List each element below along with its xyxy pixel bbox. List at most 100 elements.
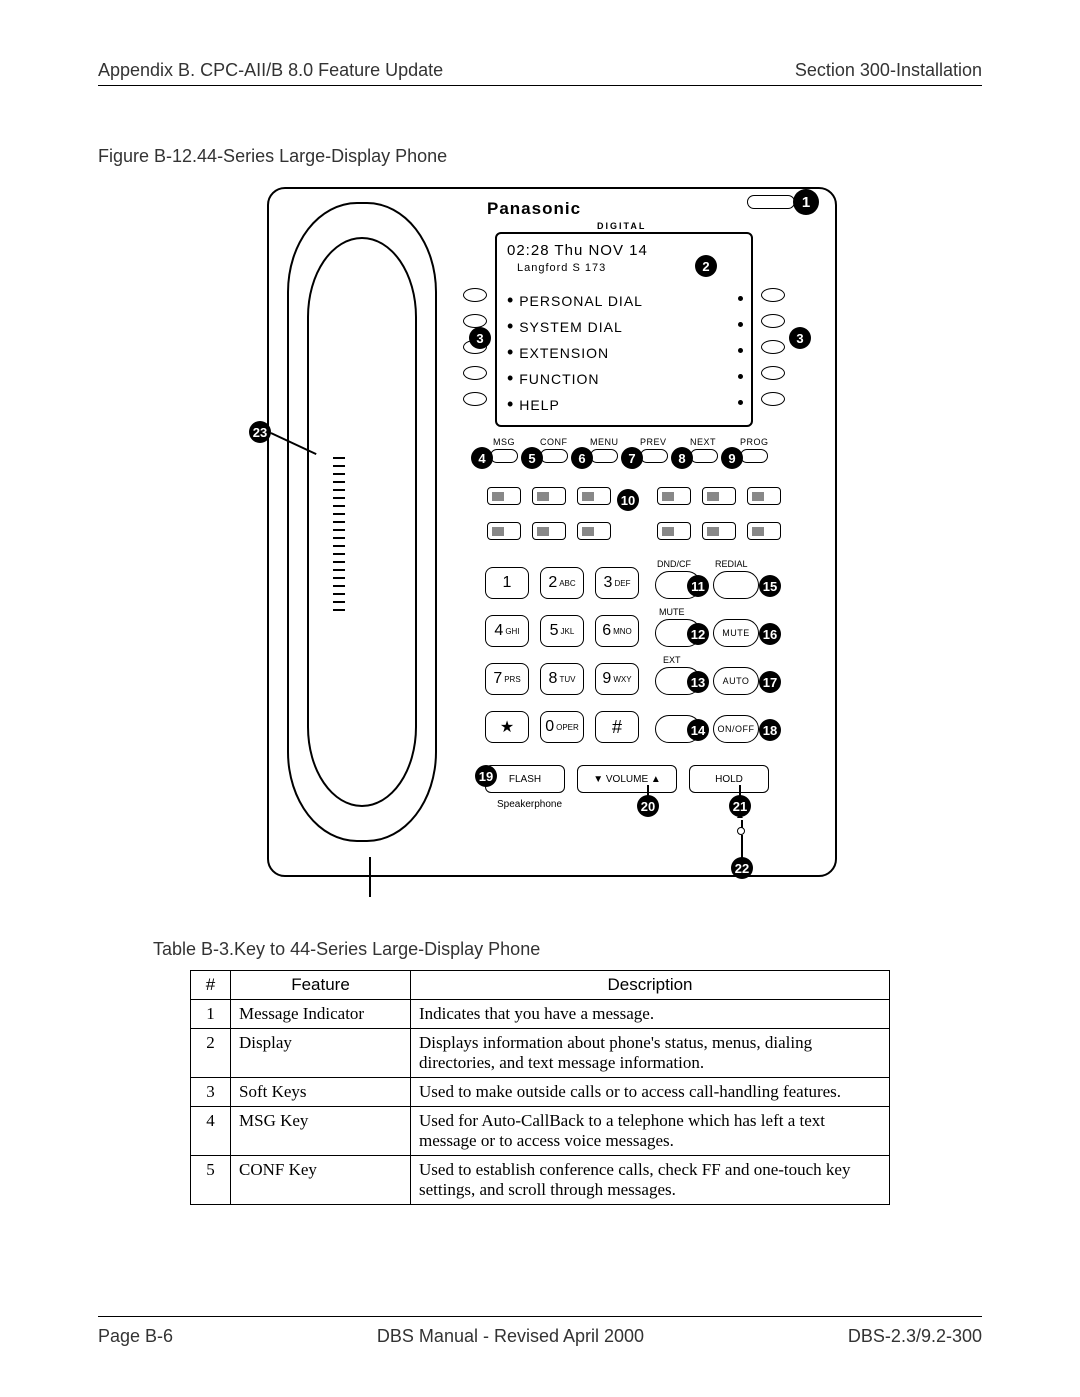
- callout-16: 16: [759, 623, 781, 645]
- ff-key: [487, 522, 521, 540]
- menu-3: • FUNCTION: [507, 368, 741, 389]
- ff-key: [487, 487, 521, 505]
- key-4: 4GHI: [485, 615, 529, 647]
- menu-2: • EXTENSION: [507, 342, 741, 363]
- softkey-right: [761, 340, 785, 354]
- leader-21: [739, 785, 741, 797]
- soft-dot: [738, 348, 743, 353]
- callout-4: 4: [471, 447, 493, 469]
- callout-6: 6: [571, 447, 593, 469]
- ff-key: [532, 487, 566, 505]
- fn-key: [490, 449, 518, 463]
- softkey-left: [463, 392, 487, 406]
- softkey-right: [761, 392, 785, 406]
- ff-key: [747, 522, 781, 540]
- key-0: 0OPER: [540, 711, 584, 743]
- fn-key: [640, 449, 668, 463]
- table-title: Table B-3.Key to 44-Series Large-Display…: [153, 939, 982, 960]
- table-row: 3 Soft Keys Used to make outside calls o…: [191, 1078, 890, 1107]
- phone-diagram: Panasonic DIGITAL 02:28 Thu NOV 14 Langf…: [237, 177, 843, 899]
- ff-key: [702, 487, 736, 505]
- key-1: 1: [485, 567, 529, 599]
- callout-1: 1: [793, 189, 819, 215]
- fn-label-conf: CONF: [540, 437, 568, 447]
- fn-label-menu: MENU: [590, 437, 619, 447]
- mic-icon: [737, 827, 745, 835]
- leader-22: [741, 835, 743, 859]
- header-rule: [98, 85, 982, 86]
- softkey-right: [761, 366, 785, 380]
- header-left: Appendix B. CPC-AII/B 8.0 Feature Update: [98, 60, 443, 81]
- message-led: [747, 195, 795, 209]
- callout-11: 11: [687, 575, 709, 597]
- page-header: Appendix B. CPC-AII/B 8.0 Feature Update…: [98, 60, 982, 81]
- callout-19: 19: [475, 765, 497, 787]
- label-dndcf: DND/CF: [657, 559, 691, 569]
- key-star: ★: [485, 711, 529, 743]
- key-3: 3DEF: [595, 567, 639, 599]
- table-row: 4 MSG Key Used for Auto-CallBack to a te…: [191, 1107, 890, 1156]
- callout-17: 17: [759, 671, 781, 693]
- callout-14: 14: [687, 719, 709, 741]
- ff-key: [657, 487, 691, 505]
- key-9: 9WXY: [595, 663, 639, 695]
- key-volume: ▼ VOLUME ▲: [577, 765, 677, 793]
- menu-4: • HELP: [507, 394, 741, 415]
- fn-key: [740, 449, 768, 463]
- fn-key: [590, 449, 618, 463]
- soft-dot: [738, 400, 743, 405]
- softkey-right: [761, 314, 785, 328]
- callout-15: 15: [759, 575, 781, 597]
- ff-key: [532, 522, 566, 540]
- softkey-left: [463, 366, 487, 380]
- fn-key: [690, 449, 718, 463]
- ff-key: [577, 522, 611, 540]
- footer-left: Page B-6: [98, 1326, 173, 1347]
- menu-0: • PERSONAL DIAL: [507, 290, 741, 311]
- callout-8: 8: [671, 447, 693, 469]
- soft-dot: [738, 296, 743, 301]
- callout-7: 7: [621, 447, 643, 469]
- page-footer: Page B-6 DBS Manual - Revised April 2000…: [98, 1326, 982, 1347]
- callout-2: 2: [695, 255, 717, 277]
- col-description: Description: [411, 971, 890, 1000]
- ff-key: [657, 522, 691, 540]
- fn-key: [540, 449, 568, 463]
- key-5: 5JKL: [540, 615, 584, 647]
- ff-key: [702, 522, 736, 540]
- col-num: #: [191, 971, 231, 1000]
- label-redial: REDIAL: [715, 559, 748, 569]
- fn-label-prog: PROG: [740, 437, 769, 447]
- callout-23: 23: [249, 421, 271, 443]
- key-flash: FLASH: [485, 765, 565, 793]
- key-auto: AUTO: [713, 667, 759, 695]
- key-2: 2ABC: [540, 567, 584, 599]
- callout-3r: 3: [789, 327, 811, 349]
- softkey-left: [463, 314, 487, 328]
- callout-21: 21: [729, 795, 751, 817]
- callout-5: 5: [521, 447, 543, 469]
- fn-label-prev: PREV: [640, 437, 667, 447]
- table-row: 1 Message Indicator Indicates that you h…: [191, 1000, 890, 1029]
- ff-key: [747, 487, 781, 505]
- softkey-left: [463, 288, 487, 302]
- label-mute-t: MUTE: [659, 607, 685, 617]
- key-6: 6MNO: [595, 615, 639, 647]
- header-right: Section 300-Installation: [795, 60, 982, 81]
- handset-inner: [307, 237, 417, 807]
- key-table: # Feature Description 1 Message Indicato…: [190, 970, 890, 1205]
- figure-title: Figure B-12.44-Series Large-Display Phon…: [98, 146, 982, 167]
- menu-1: • SYSTEM DIAL: [507, 316, 741, 337]
- softkey-right: [761, 288, 785, 302]
- soft-dot: [738, 322, 743, 327]
- table-row: 5 CONF Key Used to establish conference …: [191, 1156, 890, 1205]
- key-pound: #: [595, 711, 639, 743]
- callout-12: 12: [687, 623, 709, 645]
- key-redial: [713, 571, 759, 599]
- callout-9: 9: [721, 447, 743, 469]
- fn-label-msg: MSG: [493, 437, 515, 447]
- key-mute2: MUTE: [713, 619, 759, 647]
- key-hold: HOLD: [689, 765, 769, 793]
- fn-label-next: NEXT: [690, 437, 716, 447]
- handset-ridges: [333, 457, 345, 617]
